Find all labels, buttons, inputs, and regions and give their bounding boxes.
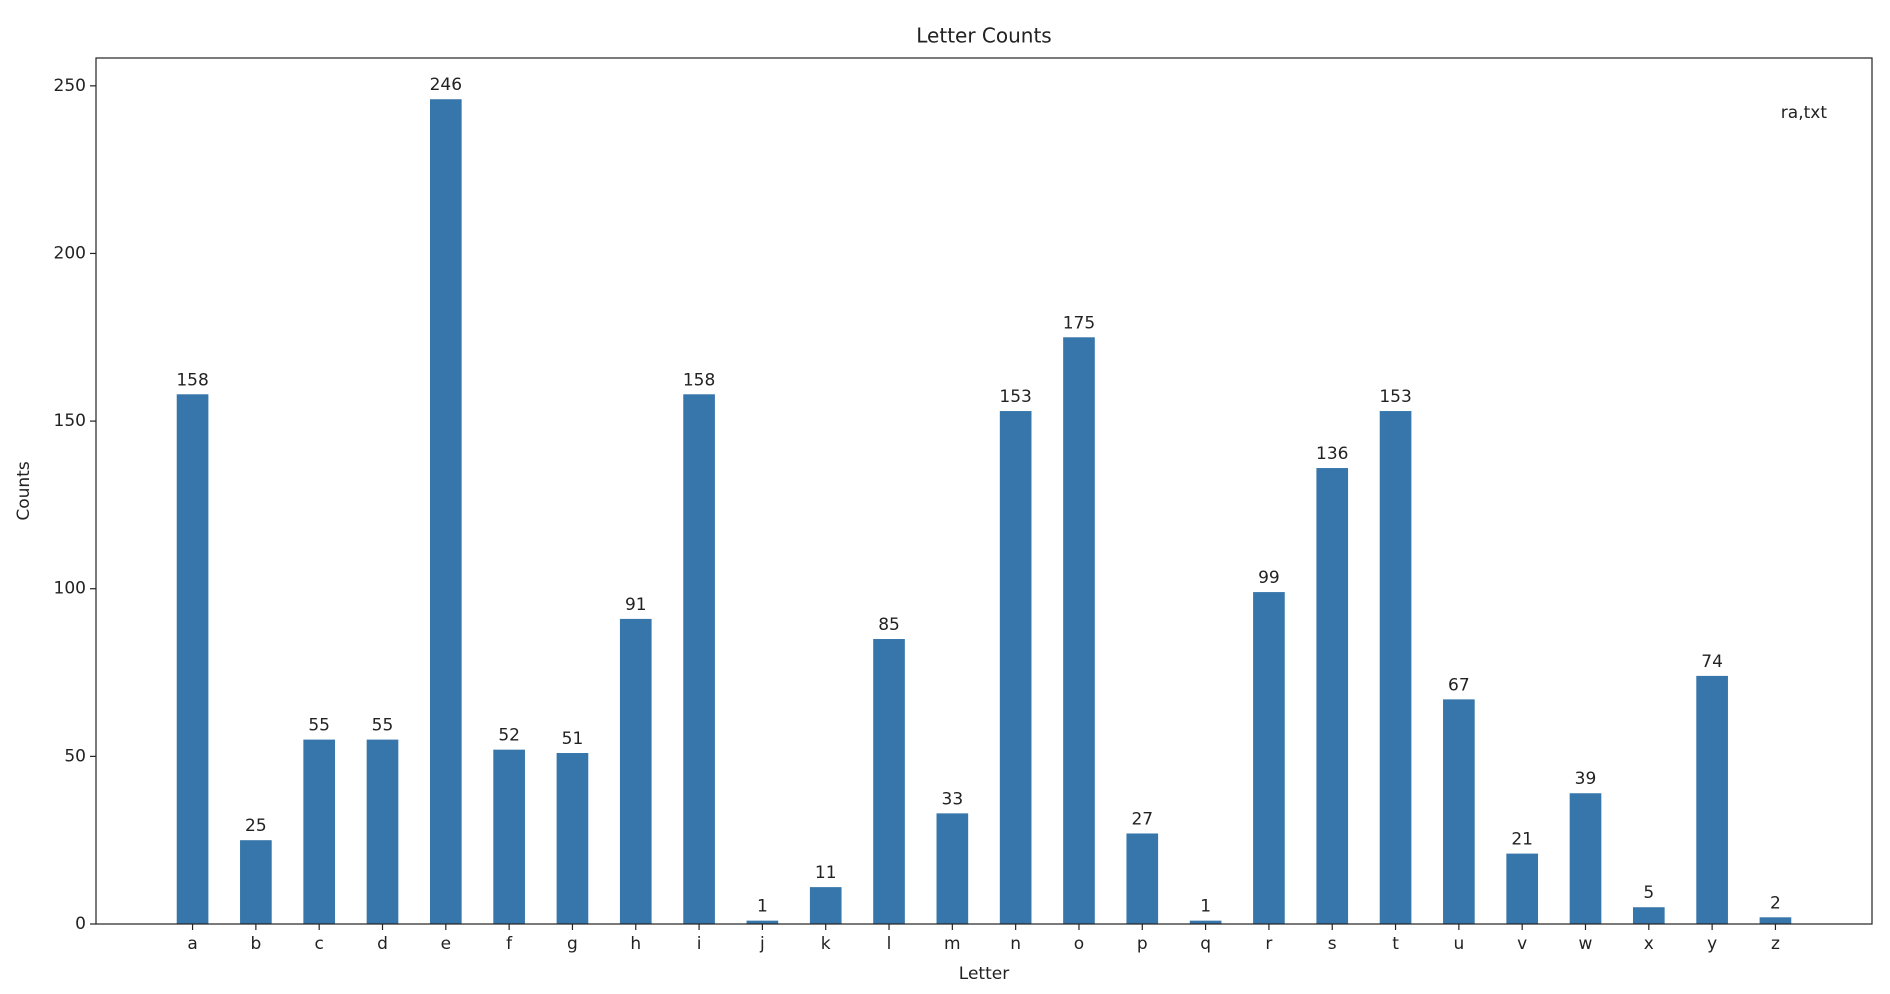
value-label: 158 bbox=[683, 370, 715, 390]
bar bbox=[1063, 337, 1095, 924]
x-tick-label: l bbox=[887, 934, 892, 954]
bar bbox=[1379, 411, 1412, 924]
x-tick-label: i bbox=[697, 934, 702, 954]
x-tick-label: s bbox=[1328, 934, 1337, 954]
bar bbox=[176, 394, 209, 924]
plot-frame bbox=[95, 57, 1873, 925]
bar bbox=[1126, 833, 1159, 924]
y-tick-label: 50 bbox=[64, 746, 86, 766]
value-label: 246 bbox=[430, 75, 462, 95]
bar bbox=[873, 639, 905, 924]
x-tick-label: z bbox=[1771, 934, 1780, 954]
value-label: 55 bbox=[372, 716, 394, 736]
value-label: 153 bbox=[999, 387, 1031, 407]
x-tick-label: p bbox=[1137, 934, 1148, 954]
bar bbox=[1759, 917, 1792, 924]
y-tick-label: 250 bbox=[54, 76, 86, 96]
bar bbox=[1189, 920, 1222, 924]
value-label: 21 bbox=[1511, 830, 1533, 850]
value-label: 158 bbox=[176, 370, 208, 390]
bar bbox=[1443, 699, 1475, 924]
x-tick-label: t bbox=[1392, 934, 1399, 954]
value-label: 5 bbox=[1643, 883, 1654, 903]
x-tick-label: h bbox=[630, 934, 641, 954]
value-label: 1 bbox=[1200, 897, 1211, 917]
x-tick-label: d bbox=[377, 934, 388, 954]
bar bbox=[240, 840, 272, 924]
bar bbox=[1632, 907, 1665, 924]
value-label: 2 bbox=[1770, 893, 1781, 913]
x-tick-label: a bbox=[187, 934, 197, 954]
value-label: 91 bbox=[625, 595, 647, 615]
x-tick-label: y bbox=[1707, 934, 1717, 954]
chart-title: Letter Counts bbox=[916, 24, 1051, 48]
bar bbox=[366, 739, 399, 924]
value-label: 1 bbox=[757, 897, 768, 917]
bar bbox=[1569, 793, 1602, 924]
bar bbox=[1253, 592, 1285, 924]
x-tick-label: o bbox=[1074, 934, 1084, 954]
x-axis-label: Letter bbox=[959, 964, 1009, 984]
x-tick-label: g bbox=[567, 934, 578, 954]
value-label: 99 bbox=[1258, 568, 1280, 588]
bar bbox=[493, 749, 525, 924]
x-tick-label: e bbox=[441, 934, 451, 954]
y-tick-label: 100 bbox=[54, 579, 86, 599]
value-label: 175 bbox=[1063, 313, 1095, 333]
value-label: 67 bbox=[1448, 675, 1470, 695]
bar bbox=[809, 887, 842, 924]
x-tick-label: c bbox=[315, 934, 324, 954]
x-tick-label: q bbox=[1200, 934, 1211, 954]
bar bbox=[746, 920, 779, 924]
x-tick-label: k bbox=[821, 934, 831, 954]
bar bbox=[303, 739, 336, 924]
annotation: ra,txt bbox=[1781, 103, 1828, 123]
y-tick-label: 150 bbox=[54, 411, 86, 431]
bar bbox=[1506, 853, 1539, 924]
x-tick-label: f bbox=[506, 934, 513, 954]
x-tick-label: j bbox=[759, 934, 765, 954]
x-tick-label: v bbox=[1517, 934, 1527, 954]
x-tick-label: r bbox=[1265, 934, 1272, 954]
value-label: 85 bbox=[878, 615, 900, 635]
value-label: 25 bbox=[245, 816, 267, 836]
value-label: 11 bbox=[815, 863, 837, 883]
bar bbox=[556, 753, 589, 924]
bar bbox=[619, 618, 652, 924]
bar bbox=[999, 411, 1032, 924]
value-label: 27 bbox=[1131, 809, 1153, 829]
y-tick-label: 0 bbox=[75, 914, 86, 934]
value-label: 153 bbox=[1379, 387, 1411, 407]
x-tick-label: n bbox=[1010, 934, 1021, 954]
x-tick-label: x bbox=[1644, 934, 1654, 954]
bar bbox=[683, 394, 715, 924]
value-label: 55 bbox=[308, 716, 330, 736]
value-label: 52 bbox=[498, 726, 520, 746]
x-tick-label: u bbox=[1453, 934, 1464, 954]
x-tick-label: w bbox=[1579, 934, 1593, 954]
value-label: 39 bbox=[1575, 769, 1597, 789]
bar bbox=[936, 813, 969, 924]
bar bbox=[1316, 468, 1349, 924]
y-axis-label: Counts bbox=[14, 461, 34, 520]
bar bbox=[1696, 675, 1728, 924]
value-label: 74 bbox=[1701, 652, 1723, 672]
value-label: 33 bbox=[942, 789, 964, 809]
x-tick-label: b bbox=[250, 934, 261, 954]
y-tick-label: 200 bbox=[54, 243, 86, 263]
bar bbox=[429, 99, 462, 924]
x-tick-label: m bbox=[944, 934, 961, 954]
value-label: 136 bbox=[1316, 444, 1348, 464]
value-label: 51 bbox=[562, 729, 584, 749]
